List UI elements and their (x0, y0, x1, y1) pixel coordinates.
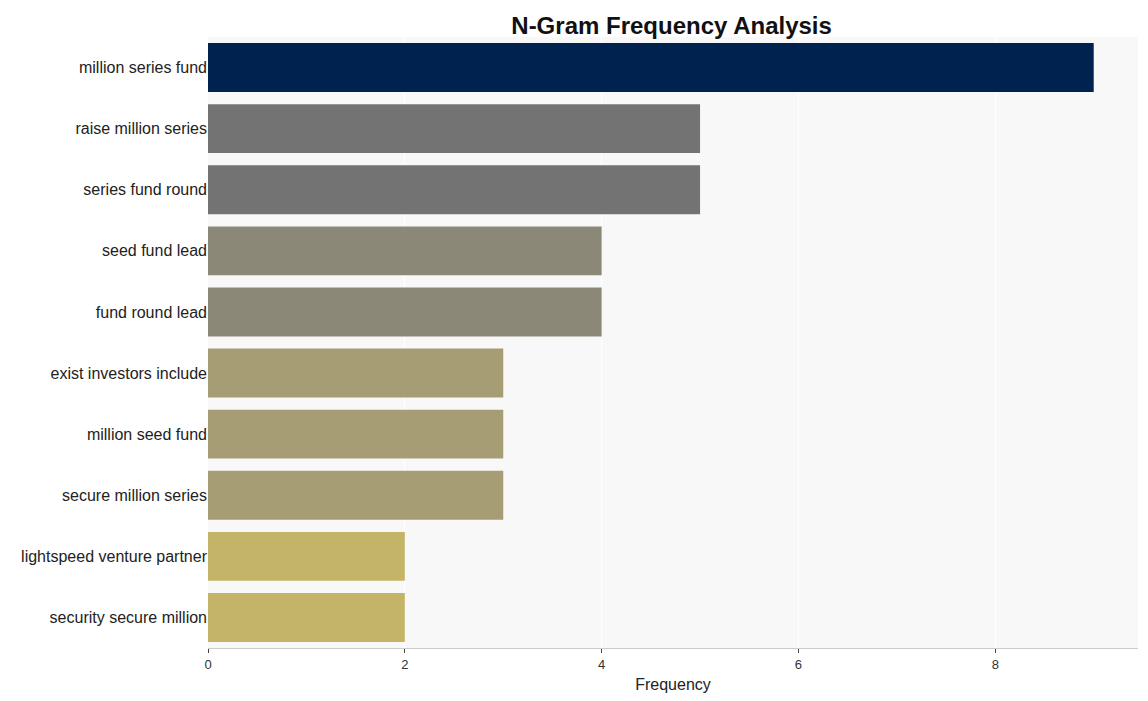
svg-text:8: 8 (992, 657, 999, 672)
svg-text:security secure million: security secure million (50, 609, 207, 626)
svg-text:series fund round: series fund round (83, 181, 207, 198)
svg-text:fund round lead: fund round lead (96, 304, 207, 321)
svg-text:seed fund lead: seed fund lead (102, 242, 207, 259)
svg-text:Frequency: Frequency (635, 676, 711, 693)
svg-text:0: 0 (204, 657, 211, 672)
svg-text:secure million series: secure million series (62, 487, 207, 504)
svg-text:lightspeed venture partner: lightspeed venture partner (21, 548, 208, 565)
svg-text:N-Gram Frequency Analysis: N-Gram Frequency Analysis (511, 12, 832, 39)
svg-text:2: 2 (401, 657, 408, 672)
svg-text:raise million series: raise million series (75, 120, 207, 137)
svg-text:million series fund: million series fund (79, 59, 207, 76)
svg-text:exist investors include: exist investors include (50, 365, 207, 382)
svg-text:6: 6 (795, 657, 802, 672)
svg-text:4: 4 (598, 657, 605, 672)
svg-text:million seed fund: million seed fund (87, 426, 207, 443)
